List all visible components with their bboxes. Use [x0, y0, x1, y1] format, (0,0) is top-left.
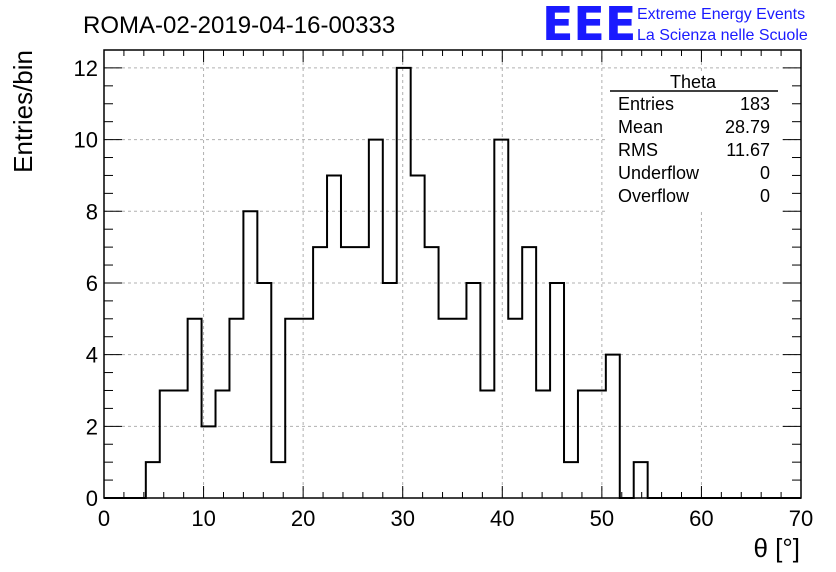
stats-label-underflow: Underflow: [618, 163, 700, 183]
histogram-bin: [592, 390, 606, 498]
y-tick-label: 6: [86, 271, 98, 296]
logo-line-1: Extreme Energy Events: [637, 6, 805, 23]
stats-value-entries: 183: [740, 94, 770, 114]
histogram-bin: [536, 390, 550, 498]
x-tick-label: 10: [191, 506, 215, 531]
x-tick-label: 50: [590, 506, 614, 531]
histogram-bin: [480, 390, 494, 498]
histogram-bin: [257, 283, 271, 498]
histogram-bin: [564, 462, 578, 498]
logo-mark: EEE: [542, 0, 636, 51]
stats-value-overflow: 0: [760, 186, 770, 206]
stats-value-rms: 11.67: [726, 140, 770, 160]
y-tick-label: 12: [74, 56, 98, 81]
histogram-bin: [341, 247, 355, 498]
histogram-bin: [508, 319, 522, 498]
y-tick-label: 10: [74, 128, 98, 153]
stats-label-rms: RMS: [618, 140, 658, 160]
histogram-bin: [327, 175, 341, 498]
y-tick-label: 8: [86, 199, 98, 224]
histogram-bin: [494, 140, 508, 498]
stats-label-mean: Mean: [618, 117, 663, 137]
histogram-bin: [439, 319, 453, 498]
y-axis-title: Entries/bin: [8, 50, 38, 173]
histogram-bin: [550, 283, 564, 498]
stats-value-mean: 28.79: [725, 117, 770, 137]
stats-label-overflow: Overflow: [618, 186, 690, 206]
histogram-bin: [634, 462, 648, 498]
y-tick-label: 0: [86, 486, 98, 511]
x-axis-title: θ [°]: [753, 533, 800, 563]
histogram-bin: [606, 355, 620, 498]
x-tick-label: 0: [98, 506, 110, 531]
x-tick-label: 70: [789, 506, 813, 531]
stats-box-title: Theta: [670, 72, 717, 92]
stats-label-entries: Entries: [618, 94, 674, 114]
stats-box: Theta Entries 183 Mean 28.79 RMS 11.67 U…: [606, 72, 782, 212]
eee-logo: EEE Extreme Energy Events La Scienza nel…: [542, 0, 808, 51]
histogram-bin: [285, 319, 299, 498]
histogram-outline: [104, 66, 801, 499]
histogram-bin: [146, 462, 160, 498]
histogram-bin: [411, 175, 425, 498]
histogram-bin: [522, 247, 536, 498]
y-tick-label: 2: [86, 414, 98, 439]
histogram-bin: [160, 390, 174, 498]
x-tick-labels: 0 10 20 30 40 50 60 70: [98, 506, 813, 531]
histogram-bin: [229, 319, 243, 498]
x-tick-label: 40: [490, 506, 514, 531]
histogram-bin: [466, 283, 480, 498]
histogram-bin: [174, 390, 188, 498]
histogram-bin: [216, 390, 230, 498]
y-tick-label: 4: [86, 343, 98, 368]
histogram-bin: [425, 247, 439, 498]
stats-box-background: [606, 72, 782, 212]
y-tick-labels: 0 2 4 6 8 10 12: [74, 56, 98, 511]
histogram-bin: [578, 390, 592, 498]
histogram-bin: [369, 140, 383, 498]
histogram-bin: [313, 247, 327, 498]
x-tick-label: 20: [291, 506, 315, 531]
logo-line-2: La Scienza nelle Scuole: [637, 27, 808, 44]
histogram-bin: [299, 319, 313, 498]
histogram-bin: [355, 247, 369, 498]
x-tick-label: 30: [390, 506, 414, 531]
stats-value-underflow: 0: [760, 163, 770, 183]
histogram-bin: [188, 319, 202, 498]
plot-frame: [103, 49, 802, 499]
histogram-bin: [383, 283, 397, 498]
chart-title: ROMA-02-2019-04-16-00333: [83, 12, 395, 39]
histogram-bin: [453, 319, 467, 498]
x-tick-label: 60: [689, 506, 713, 531]
